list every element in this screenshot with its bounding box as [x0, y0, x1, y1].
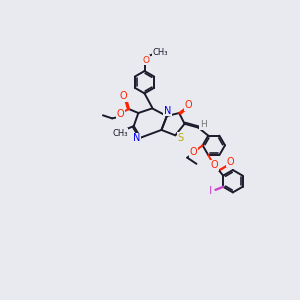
- Text: H: H: [200, 120, 206, 129]
- Text: O: O: [120, 91, 127, 101]
- Text: S: S: [178, 133, 184, 142]
- Text: O: O: [190, 147, 197, 157]
- Text: O: O: [142, 56, 150, 65]
- Text: CH₃: CH₃: [112, 128, 128, 137]
- Text: CH₃: CH₃: [152, 48, 168, 57]
- Text: O: O: [117, 109, 124, 119]
- Text: O: O: [184, 100, 192, 110]
- Text: O: O: [211, 160, 218, 170]
- Text: I: I: [209, 186, 212, 196]
- Text: N: N: [164, 106, 171, 116]
- Text: N: N: [133, 134, 140, 143]
- Text: O: O: [227, 157, 234, 167]
